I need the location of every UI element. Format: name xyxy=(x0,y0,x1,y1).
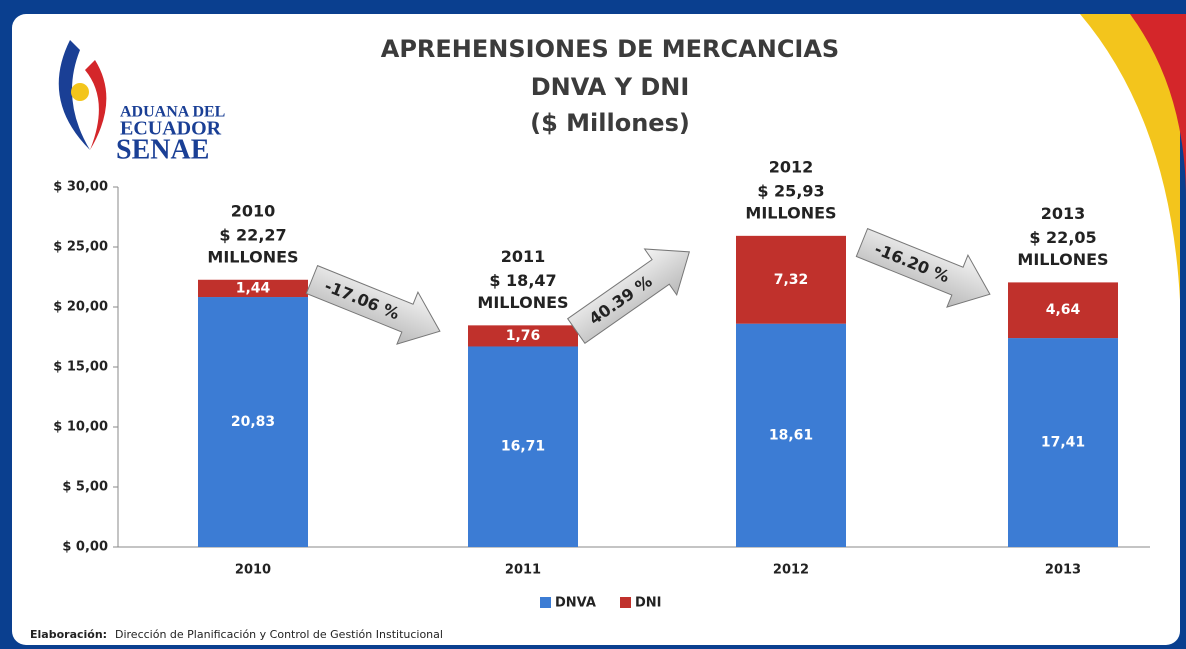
y-tick-label: $ 15,00 xyxy=(53,360,108,375)
decor-red xyxy=(1130,14,1186,200)
bar-segment xyxy=(1008,282,1118,339)
y-tick-label: $ 30,00 xyxy=(53,180,108,195)
y-tick-label: $ 10,00 xyxy=(53,420,108,435)
bar-segment xyxy=(468,346,578,547)
value-label: 1,44 xyxy=(236,280,271,296)
total-unit: MILLONES xyxy=(745,203,836,222)
arrow-shape xyxy=(305,264,441,345)
value-label: 1,76 xyxy=(506,328,541,344)
value-label: 16,71 xyxy=(501,439,545,455)
value-label: 4,64 xyxy=(1046,302,1081,318)
bar-segment xyxy=(1008,338,1118,547)
logo-dot xyxy=(71,83,89,101)
bar-segment xyxy=(468,325,578,347)
y-tick-label: $ 5,00 xyxy=(62,480,108,495)
chart-title: ($ Millones) xyxy=(530,109,690,137)
legend-label: DNVA xyxy=(555,596,596,611)
x-tick-label: 2011 xyxy=(505,563,541,578)
y-tick-label: $ 25,00 xyxy=(53,240,108,255)
bar-segment xyxy=(198,297,308,547)
total-year: 2010 xyxy=(231,201,276,220)
chart-title: APREHENSIONES DE MERCANCIAS xyxy=(381,35,839,63)
value-label: 20,83 xyxy=(231,414,275,430)
value-label: 7,32 xyxy=(774,272,809,288)
logo-text: ECUADOR xyxy=(120,118,222,140)
logo-text: ADUANA DEL xyxy=(120,104,225,121)
total-label: $ 22,27 xyxy=(219,225,286,244)
total-unit: MILLONES xyxy=(1017,250,1108,269)
total-label: $ 25,93 xyxy=(757,181,824,200)
total-label: $ 22,05 xyxy=(1029,228,1096,247)
bar-segment xyxy=(736,323,846,547)
legend-label: DNI xyxy=(635,596,662,611)
total-unit: MILLONES xyxy=(477,293,568,312)
bar-segment xyxy=(198,279,308,298)
total-label: $ 18,47 xyxy=(489,271,556,290)
x-tick-label: 2012 xyxy=(773,563,809,578)
logo-swoosh xyxy=(85,60,107,150)
total-year: 2012 xyxy=(769,157,814,176)
value-label: 18,61 xyxy=(769,427,813,443)
legend-swatch xyxy=(620,597,631,608)
chart-title: DNVA Y DNI xyxy=(531,73,690,101)
arrow-shape xyxy=(566,248,690,344)
y-tick-label: $ 0,00 xyxy=(62,540,108,555)
logo-swoosh xyxy=(58,40,90,150)
legend-swatch xyxy=(540,597,551,608)
arrow-shape xyxy=(855,227,991,308)
footer-label: Elaboración: xyxy=(30,628,107,641)
total-unit: MILLONES xyxy=(207,247,298,266)
logo-text: SENAE xyxy=(116,134,209,165)
decor-yellow xyxy=(1080,14,1180,300)
total-year: 2013 xyxy=(1041,204,1086,223)
value-label: 17,41 xyxy=(1041,435,1085,451)
x-tick-label: 2010 xyxy=(235,563,271,578)
total-year: 2011 xyxy=(501,247,546,266)
y-tick-label: $ 20,00 xyxy=(53,300,108,315)
bar-segment xyxy=(736,235,846,324)
footer-text: Dirección de Planificación y Control de … xyxy=(115,628,443,641)
x-tick-label: 2013 xyxy=(1045,563,1081,578)
